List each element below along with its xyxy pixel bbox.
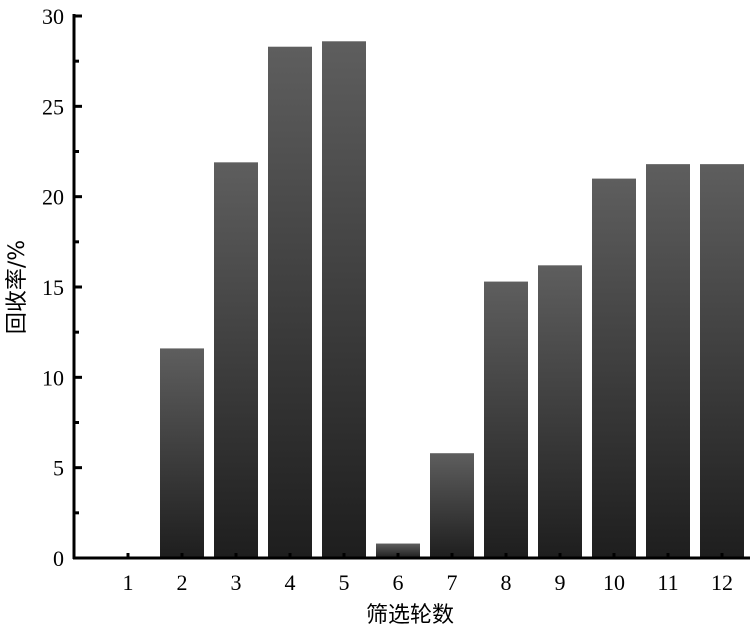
y-tick-label-5: 5 xyxy=(53,456,64,481)
bar-round-10 xyxy=(592,178,636,558)
y-axis-title: 回收率/% xyxy=(5,240,30,334)
bar-round-2 xyxy=(160,348,204,558)
x-tick-label-4: 4 xyxy=(285,570,296,595)
x-tick-label-11: 11 xyxy=(657,570,678,595)
bar-round-6 xyxy=(376,543,420,558)
x-tick-label-1: 1 xyxy=(123,570,134,595)
y-tick-label-30: 30 xyxy=(42,4,64,29)
x-tick-label-6: 6 xyxy=(393,570,404,595)
y-tick-label-20: 20 xyxy=(42,185,64,210)
x-tick-label-9: 9 xyxy=(555,570,566,595)
bar-round-9 xyxy=(538,265,582,558)
x-tick-label-10: 10 xyxy=(603,570,625,595)
y-tick-label-15: 15 xyxy=(42,275,64,300)
bar-round-11 xyxy=(646,164,690,558)
y-tick-label-10: 10 xyxy=(42,365,64,390)
bar-round-5 xyxy=(322,41,366,558)
x-tick-label-7: 7 xyxy=(447,570,458,595)
bar-round-7 xyxy=(430,453,474,558)
bars-group xyxy=(160,41,744,559)
x-tick-label-3: 3 xyxy=(231,570,242,595)
bar-round-3 xyxy=(214,162,258,558)
x-tick-label-8: 8 xyxy=(501,570,512,595)
bar-round-8 xyxy=(484,281,528,558)
x-tick-label-12: 12 xyxy=(711,570,733,595)
bar-round-12 xyxy=(700,164,744,558)
y-tick-label-0: 0 xyxy=(53,546,64,571)
x-tick-label-5: 5 xyxy=(339,570,350,595)
y-tick-label-25: 25 xyxy=(42,94,64,119)
x-axis-title: 筛选轮数 xyxy=(366,603,454,628)
bar-round-4 xyxy=(268,46,312,559)
x-tick-label-2: 2 xyxy=(177,570,188,595)
